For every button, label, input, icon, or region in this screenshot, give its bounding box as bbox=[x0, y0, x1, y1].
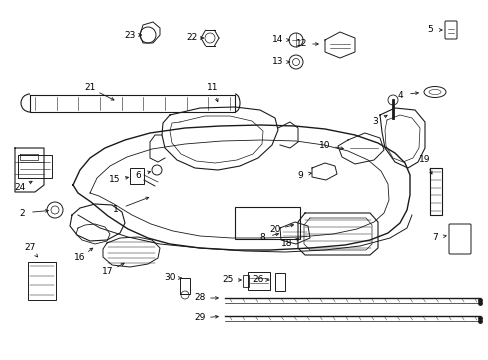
Text: 28: 28 bbox=[194, 293, 205, 302]
Text: 10: 10 bbox=[319, 140, 330, 149]
Text: 26: 26 bbox=[252, 275, 263, 284]
Text: 4: 4 bbox=[396, 90, 402, 99]
Text: 23: 23 bbox=[124, 31, 135, 40]
Text: 17: 17 bbox=[102, 267, 114, 276]
Text: 29: 29 bbox=[194, 314, 205, 323]
Text: 5: 5 bbox=[426, 26, 432, 35]
Text: 9: 9 bbox=[297, 171, 302, 180]
Text: 19: 19 bbox=[418, 156, 430, 165]
Text: 16: 16 bbox=[74, 253, 85, 262]
Text: 7: 7 bbox=[431, 234, 437, 243]
Text: 13: 13 bbox=[272, 58, 283, 67]
Text: 21: 21 bbox=[84, 84, 96, 93]
Text: 18: 18 bbox=[281, 239, 292, 248]
Text: 12: 12 bbox=[296, 40, 307, 49]
Text: 15: 15 bbox=[109, 175, 121, 184]
Text: 25: 25 bbox=[222, 275, 233, 284]
Text: 11: 11 bbox=[207, 84, 218, 93]
Text: 14: 14 bbox=[272, 36, 283, 45]
Text: 27: 27 bbox=[24, 243, 36, 252]
Text: 22: 22 bbox=[186, 33, 197, 42]
Text: 20: 20 bbox=[269, 225, 280, 234]
Text: 3: 3 bbox=[371, 117, 377, 126]
Text: 8: 8 bbox=[259, 234, 264, 243]
Text: 30: 30 bbox=[164, 274, 175, 283]
Text: 2: 2 bbox=[19, 208, 25, 217]
Text: 6: 6 bbox=[135, 171, 141, 180]
Text: 1: 1 bbox=[113, 206, 119, 215]
Text: 24: 24 bbox=[14, 184, 25, 193]
